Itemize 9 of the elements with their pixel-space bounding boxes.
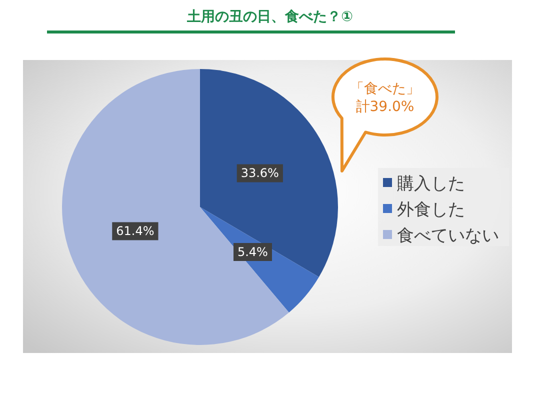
data-label: 5.4% — [237, 245, 268, 259]
annotation: 計39.0% — [356, 99, 414, 115]
data-label: 61.4% — [116, 224, 154, 238]
chart-title: 土用の丑の日、食べた？① — [186, 9, 354, 25]
legend-label: 購入した — [397, 174, 465, 194]
legend-label: 食べていない — [397, 226, 499, 246]
data-label: 33.6% — [240, 166, 279, 180]
annotation: 「食べた」 — [350, 81, 420, 97]
legend-label: 外食した — [397, 200, 465, 220]
